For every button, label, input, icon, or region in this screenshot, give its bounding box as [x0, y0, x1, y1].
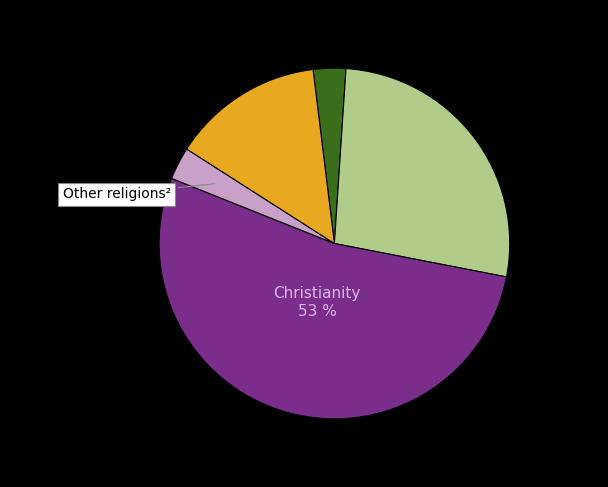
- Text: Christianity
53 %: Christianity 53 %: [274, 286, 361, 318]
- Wedge shape: [159, 178, 506, 419]
- Wedge shape: [313, 68, 346, 244]
- Text: Other religions²: Other religions²: [63, 184, 215, 202]
- Wedge shape: [187, 70, 334, 243]
- Wedge shape: [171, 149, 334, 244]
- Wedge shape: [334, 69, 510, 277]
